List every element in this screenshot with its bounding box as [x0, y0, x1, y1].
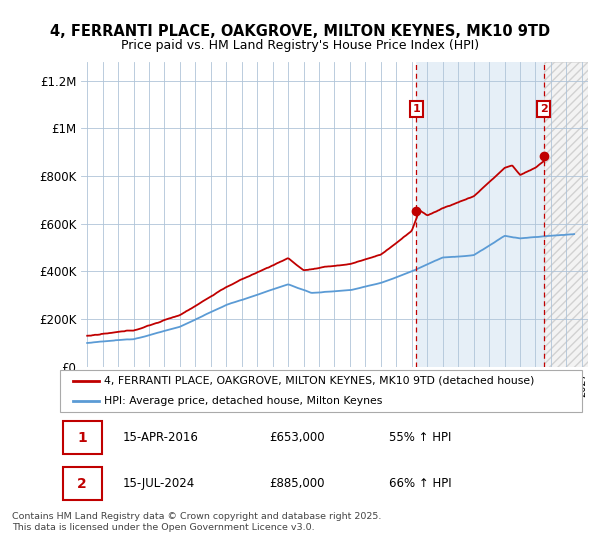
- Text: 15-APR-2016: 15-APR-2016: [122, 431, 199, 444]
- Bar: [544, 62, 588, 367]
- Text: 4, FERRANTI PLACE, OAKGROVE, MILTON KEYNES, MK10 9TD: 4, FERRANTI PLACE, OAKGROVE, MILTON KEYN…: [50, 24, 550, 39]
- Text: Price paid vs. HM Land Registry's House Price Index (HPI): Price paid vs. HM Land Registry's House …: [121, 39, 479, 52]
- Text: 66% ↑ HPI: 66% ↑ HPI: [389, 477, 451, 490]
- Bar: [416, 62, 544, 367]
- Text: 55% ↑ HPI: 55% ↑ HPI: [389, 431, 451, 444]
- Text: £885,000: £885,000: [269, 477, 325, 490]
- Text: 15-JUL-2024: 15-JUL-2024: [122, 477, 195, 490]
- FancyBboxPatch shape: [62, 421, 102, 454]
- Text: 1: 1: [77, 431, 87, 445]
- Text: 1: 1: [412, 104, 420, 114]
- Text: Contains HM Land Registry data © Crown copyright and database right 2025.
This d: Contains HM Land Registry data © Crown c…: [12, 512, 382, 532]
- Text: 2: 2: [540, 104, 548, 114]
- Text: 2: 2: [77, 477, 87, 491]
- FancyBboxPatch shape: [62, 467, 102, 500]
- FancyBboxPatch shape: [60, 370, 582, 412]
- Text: 4, FERRANTI PLACE, OAKGROVE, MILTON KEYNES, MK10 9TD (detached house): 4, FERRANTI PLACE, OAKGROVE, MILTON KEYN…: [104, 376, 535, 386]
- Text: £653,000: £653,000: [269, 431, 325, 444]
- Text: HPI: Average price, detached house, Milton Keynes: HPI: Average price, detached house, Milt…: [104, 396, 383, 406]
